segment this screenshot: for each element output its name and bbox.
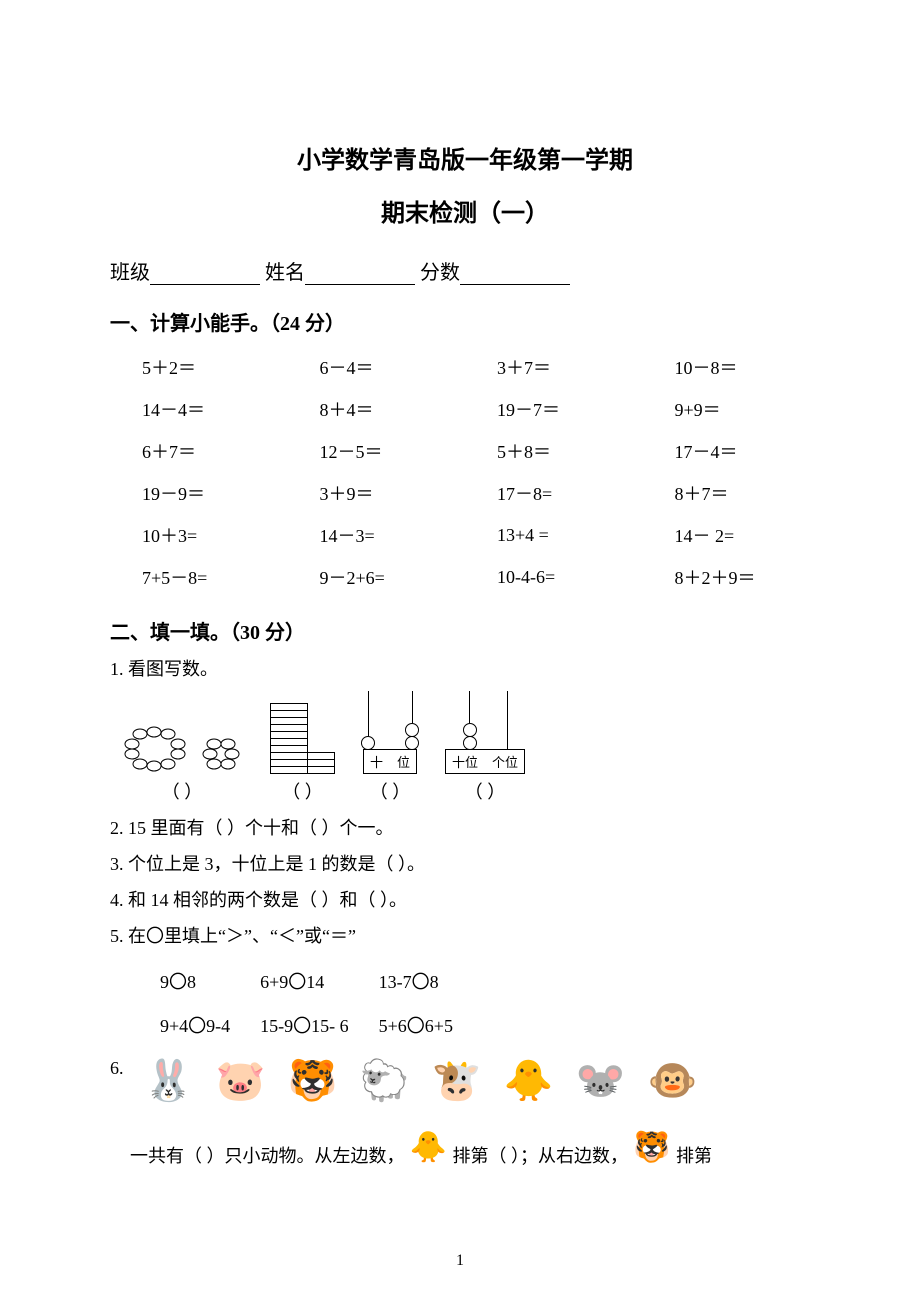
calc-cell: 10-4-6= <box>493 556 671 598</box>
q1-diagrams: （ ） （ ） <box>120 691 820 804</box>
blank-score[interactable] <box>460 267 570 285</box>
cmp-cell: 5+6〇6+5 <box>379 1004 481 1046</box>
calc-cell: 7+5－8= <box>138 556 316 598</box>
calc-cell: 6－4＝ <box>316 346 494 388</box>
page-number: 1 <box>0 1252 920 1270</box>
paren-blank[interactable]: （ ） <box>282 778 323 804</box>
calc-cell: 19－9＝ <box>138 472 316 514</box>
inline-tiger-icon: 🐯 <box>632 1128 672 1168</box>
animal-sheep-icon: 🐑 <box>356 1052 414 1110</box>
title-line-2: 期末检测（一） <box>110 193 820 228</box>
calc-row: 10＋3= 14－3= 13+4 = 14－ 2= <box>138 514 848 556</box>
q6-text-a: 一共有（ ）只小动物。从左边数， <box>130 1142 405 1168</box>
blank-class[interactable] <box>150 267 260 285</box>
title-line-1: 小学数学青岛版一年级第一学期 <box>110 140 820 175</box>
cmp-cell: 13-7〇8 <box>379 960 481 1002</box>
blank-name[interactable] <box>305 267 415 285</box>
calc-cell: 17－8= <box>493 472 671 514</box>
calc-cell: 3＋9＝ <box>316 472 494 514</box>
calc-cell: 6＋7＝ <box>138 430 316 472</box>
cmp-cell: 9+4〇9-4 <box>160 1004 258 1046</box>
abacus2-right-label: 个位 <box>492 752 518 771</box>
q6-text-b: 排第（ ）；从右边数， <box>453 1142 629 1168</box>
calc-cell: 10＋3= <box>138 514 316 556</box>
q4: 4. 和 14 相邻的两个数是（ ）和（ ）。 <box>110 886 820 912</box>
q6-text: 一共有（ ）只小动物。从左边数， 🐥 排第（ ）；从右边数， 🐯 排第 <box>130 1128 820 1168</box>
calc-cell: 9－2+6= <box>316 556 494 598</box>
animal-tiger-icon: 🐯 <box>284 1052 342 1110</box>
animal-rabbit-icon: 🐰 <box>140 1052 198 1110</box>
calc-row: 14－4＝ 8＋4＝ 19－7＝ 9+9＝ <box>138 388 848 430</box>
calc-row: 6＋7＝ 12－5＝ 5＋8＝ 17－4＝ <box>138 430 848 472</box>
diagram-abacus-1: 十 位 （ ） <box>361 691 419 804</box>
calc-cell: 3＋7＝ <box>493 346 671 388</box>
calc-cell: 8＋4＝ <box>316 388 494 430</box>
label-class: 班级 <box>110 262 150 284</box>
paren-blank[interactable]: （ ） <box>465 778 506 804</box>
diagram-beads: （ ） <box>120 722 244 804</box>
abacus1-left-label: 十 <box>370 752 383 771</box>
diagram-bars: （ ） <box>270 704 335 804</box>
paren-blank[interactable]: （ ） <box>370 778 411 804</box>
abacus1-right-label: 位 <box>397 752 410 771</box>
animal-row: 🐰 🐷 🐯 🐑 🐮 🐥 🐭 🐵 <box>140 1052 702 1110</box>
calc-cell: 14－3= <box>316 514 494 556</box>
q6-text-c: 排第 <box>676 1142 712 1168</box>
q3: 3. 个位上是 3，十位上是 1 的数是（ ）。 <box>110 850 820 876</box>
calc-table: 5＋2＝ 6－4＝ 3＋7＝ 10－8＝ 14－4＝ 8＋4＝ 19－7＝ 9+… <box>138 346 848 598</box>
calc-row: 7+5－8= 9－2+6= 10-4-6= 8＋2＋9＝ <box>138 556 848 598</box>
calc-cell: 17－4＝ <box>671 430 849 472</box>
section-2-heading: 二、填一填。（30 分） <box>110 616 820 645</box>
q1-label: 1. 看图写数。 <box>110 655 820 681</box>
calc-cell: 13+4 = <box>493 514 671 556</box>
calc-cell: 10－8＝ <box>671 346 849 388</box>
q6-label: 6. <box>110 1058 124 1079</box>
calc-cell: 8＋7＝ <box>671 472 849 514</box>
paren-blank[interactable]: （ ） <box>162 778 203 804</box>
calc-row: 19－9＝ 3＋9＝ 17－8= 8＋7＝ <box>138 472 848 514</box>
calc-cell: 8＋2＋9＝ <box>671 556 849 598</box>
q2: 2. 15 里面有（ ）个十和（ ）个一。 <box>110 814 820 840</box>
section-1-heading: 一、计算小能手。（24 分） <box>110 307 820 336</box>
animal-mouse-icon: 🐭 <box>572 1052 630 1110</box>
calc-cell: 12－5＝ <box>316 430 494 472</box>
abacus2-left-label: 十位 <box>452 752 478 771</box>
inline-chick-icon: 🐥 <box>409 1128 449 1168</box>
calc-cell: 14－4＝ <box>138 388 316 430</box>
animal-cow-icon: 🐮 <box>428 1052 486 1110</box>
bead-cluster-10-icon <box>120 722 190 774</box>
q5: 5. 在〇里填上“＞”、“＜”或“＝” <box>110 922 820 948</box>
animal-monkey-icon: 🐵 <box>644 1052 702 1110</box>
student-info-line: 班级 姓名 分数 <box>110 256 820 285</box>
calc-cell: 9+9＝ <box>671 388 849 430</box>
cmp-cell: 9〇8 <box>160 960 258 1002</box>
animal-chick-icon: 🐥 <box>500 1052 558 1110</box>
label-score: 分数 <box>420 262 460 284</box>
cmp-cell: 15-9〇15- 6 <box>260 1004 377 1046</box>
label-name: 姓名 <box>265 262 305 284</box>
calc-cell: 19－7＝ <box>493 388 671 430</box>
calc-cell: 5＋2＝ <box>138 346 316 388</box>
bead-cluster-6-icon <box>200 734 244 774</box>
animal-pig-icon: 🐷 <box>212 1052 270 1110</box>
diagram-abacus-2: 十位 个位 （ ） <box>445 691 525 804</box>
calc-cell: 5＋8＝ <box>493 430 671 472</box>
compare-table: 9〇8 6+9〇14 13-7〇8 9+4〇9-4 15-9〇15- 6 5+6… <box>158 958 483 1048</box>
calc-cell: 14－ 2= <box>671 514 849 556</box>
cmp-cell: 6+9〇14 <box>260 960 377 1002</box>
calc-row: 5＋2＝ 6－4＝ 3＋7＝ 10－8＝ <box>138 346 848 388</box>
